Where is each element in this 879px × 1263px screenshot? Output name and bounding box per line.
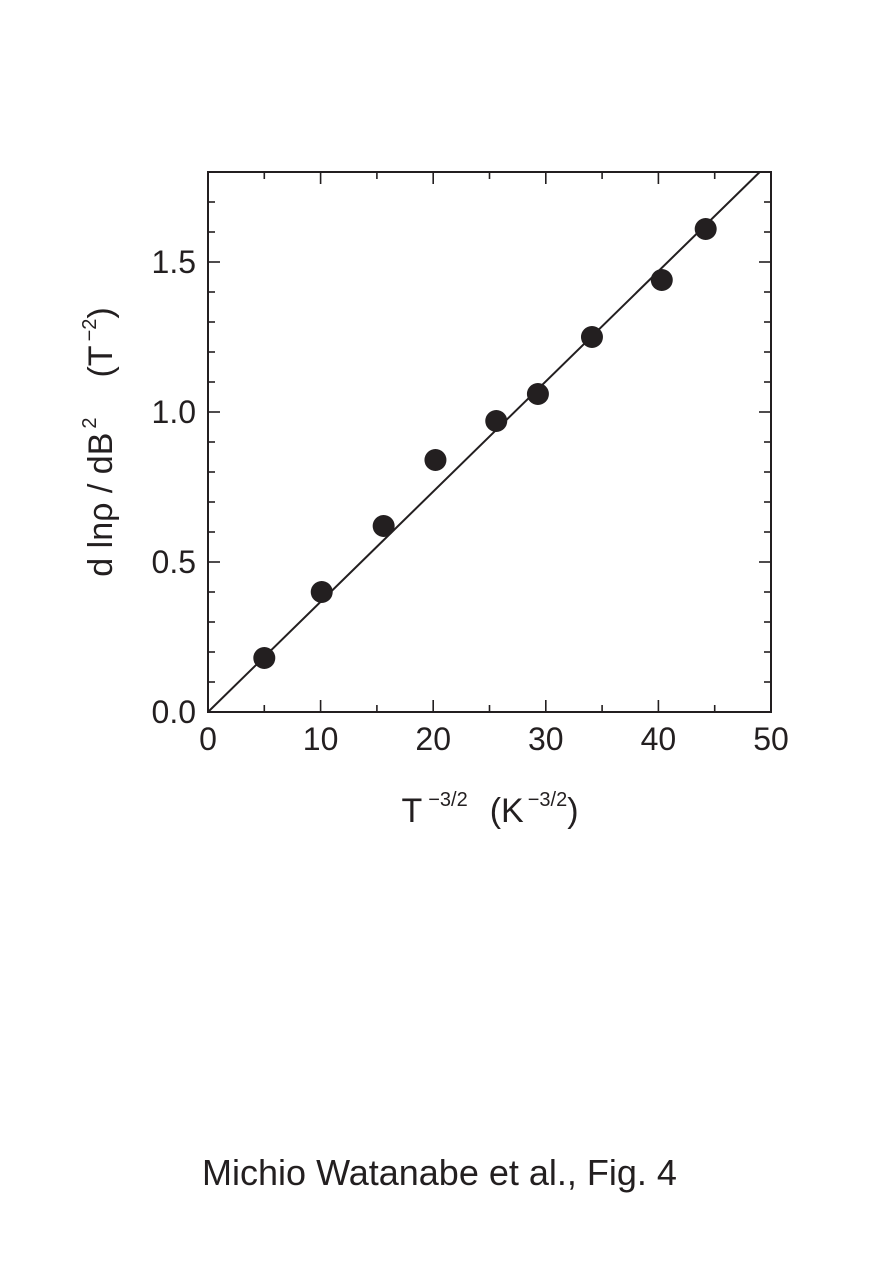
y-axis-label-unit-close: ) bbox=[82, 307, 120, 318]
y-axis-label-unit-sup: −2 bbox=[79, 319, 101, 342]
x-tick-label: 10 bbox=[303, 721, 339, 757]
x-tick-label: 50 bbox=[753, 721, 789, 757]
y-axis-label-sup: 2 bbox=[79, 418, 101, 429]
x-axis-label: T −3/2 (K −3/2) bbox=[401, 789, 578, 830]
y-axis-label-main: d lnρ / dB bbox=[82, 433, 120, 577]
data-point bbox=[310, 581, 333, 603]
x-tick-label: 40 bbox=[641, 721, 677, 757]
x-axis-label-sup: −3/2 bbox=[428, 789, 467, 811]
y-tick-label: 0.5 bbox=[152, 544, 196, 580]
data-point bbox=[694, 218, 717, 240]
data-point bbox=[580, 326, 603, 348]
data-point bbox=[424, 449, 447, 471]
y-tick-label: 1.0 bbox=[152, 394, 196, 430]
y-axis-label-unit-open: (T bbox=[82, 345, 120, 377]
data-point bbox=[253, 647, 276, 669]
plot-frame bbox=[207, 171, 772, 713]
figure-caption: Michio Watanabe et al., Fig. 4 bbox=[202, 1152, 677, 1193]
y-tick-label: 0.0 bbox=[152, 694, 196, 730]
x-tick-label: 20 bbox=[415, 721, 451, 757]
x-tick-label: 0 bbox=[199, 721, 217, 757]
x-axis-label-main: T bbox=[401, 792, 422, 830]
y-axis-label: d lnρ / dB 2 (T −2) bbox=[79, 307, 120, 576]
y-tick-label: 1.5 bbox=[152, 244, 196, 280]
data-point bbox=[526, 383, 549, 405]
x-axis-label-unit-sup: −3/2 bbox=[528, 789, 567, 811]
data-point bbox=[650, 269, 673, 291]
data-point bbox=[485, 410, 508, 432]
x-tick-label: 30 bbox=[528, 721, 564, 757]
data-point bbox=[372, 515, 395, 537]
x-axis-label-unit-close: ) bbox=[567, 792, 578, 830]
x-axis-label-unit-open: (K bbox=[490, 792, 524, 830]
fit-line bbox=[207, 171, 761, 713]
